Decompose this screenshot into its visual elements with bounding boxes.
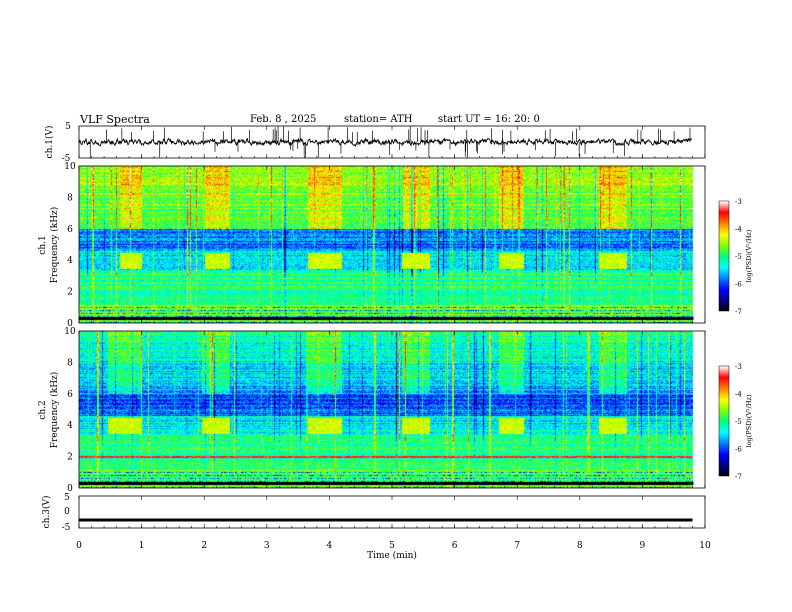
ch1-colorbar-ticks: -3 -4 -5 -6 -7 (735, 198, 742, 316)
colorbar-tick-label: -3 (735, 363, 742, 371)
x-tick-label: 8 (577, 541, 583, 551)
colorbar-tick-label: -3 (735, 198, 742, 206)
colorbar-tick-label: -5 (735, 418, 742, 426)
x-tick-labels: 0 1 2 3 4 5 6 7 8 9 10 (76, 541, 711, 551)
colorbar-tick-label: -6 (735, 281, 742, 289)
x-tick-label: 6 (452, 541, 458, 551)
axis-ticks (78, 126, 706, 528)
ch2-colorbar (719, 366, 729, 476)
spectrogram-ytick-label: 10 (64, 327, 76, 337)
spectrogram-ytick-label: 0 (67, 319, 73, 329)
x-tick-label: 2 (201, 541, 207, 551)
x-tick-label: 5 (389, 541, 395, 551)
ch1-waveform-trace (78, 137, 693, 147)
ch1-colorbar-frame (718, 200, 730, 312)
x-tick-label: 4 (327, 541, 333, 551)
ch2-spectrogram-axis: ch.2 Frequency (kHz) 10 8 6 4 2 0 (38, 327, 76, 494)
spectrogram-ytick-label: 4 (67, 256, 73, 266)
spectrogram-ytick-label: 10 (64, 162, 76, 172)
chart-title: VLF Spectra (80, 113, 150, 126)
ch2-spectrogram-frame (78, 330, 706, 489)
x-tick-label: 9 (640, 541, 646, 551)
spectrogram-ytick-label: 8 (67, 358, 73, 368)
x-tick-label: 1 (139, 541, 145, 551)
ch3-waveform-trace (79, 518, 693, 522)
spectrogram-ytick-label: 2 (67, 453, 73, 463)
x-axis-label: Time (min) (367, 550, 417, 561)
station-label: station= ATH (344, 114, 413, 125)
start-ut-label: start UT = 16: 20: 0 (438, 114, 540, 125)
colorbar-tick-label: -6 (735, 446, 742, 454)
colorbar-tick-label: -4 (735, 391, 742, 399)
ch1-spec-ylabel-line1: ch.1 (38, 235, 48, 254)
spectrogram-ytick-label: 0 (67, 484, 73, 494)
ch2-colorbar-label: log(PSD)(V²/Hz) (745, 394, 753, 447)
ch2-colorbar-frame (718, 365, 730, 477)
x-tick-label: 0 (76, 541, 82, 551)
x-tick-label: 10 (699, 541, 711, 551)
date-label: Feb. 8 , 2025 (250, 114, 317, 125)
ch1-spikes (89, 126, 691, 158)
colorbar-tick-label: -7 (735, 308, 742, 316)
x-tick-label: 3 (264, 541, 270, 551)
colorbar-tick-label: -4 (735, 226, 742, 234)
ch3-waveform-frame (78, 495, 706, 529)
ch3-ytick-mid: 0 (64, 507, 70, 517)
ch1-spectrogram (79, 166, 705, 323)
ch3-ytick-top: 5 (64, 493, 70, 503)
ch1-waveform-axis: 5 -5 ch.1(V) (44, 122, 71, 164)
spectrogram-ytick-label: 8 (67, 193, 73, 203)
ch2-spec-ylabel-line2: Frequency (kHz) (49, 372, 60, 449)
ch1-spectrogram-frame (78, 165, 706, 324)
ch1-ytick-bottom: -5 (62, 154, 71, 164)
spectrogram-ytick-label: 4 (67, 421, 73, 431)
ch1-colorbar-label: log(PSD)(V²/Hz) (745, 229, 753, 282)
colorbar-tick-label: -7 (735, 473, 742, 481)
ch1-ylabel: ch.1(V) (44, 126, 55, 159)
colorbar-tick-label: -5 (735, 253, 742, 261)
ch3-ytick-bottom: -5 (62, 523, 71, 533)
ch1-spectrogram-axis: ch.1 Frequency (kHz) 10 8 6 4 2 0 (38, 162, 76, 329)
spectrogram-ytick-label: 2 (67, 288, 73, 298)
x-tick-label: 7 (514, 541, 520, 551)
ch2-colorbar-ticks: -3 -4 -5 -6 -7 (735, 363, 742, 481)
ch2-spectrogram (79, 331, 705, 488)
ch1-colorbar (719, 201, 729, 311)
ch2-spec-ylabel-line1: ch.2 (38, 400, 48, 419)
ch1-spec-ylabel-line2: Frequency (kHz) (49, 207, 60, 284)
ch1-ytick-top: 5 (65, 122, 71, 132)
ch3-ylabel: ch.3(V) (41, 496, 52, 529)
ch3-waveform-axis: 5 0 -5 ch.3(V) (41, 493, 71, 533)
spectrogram-ytick-label: 6 (67, 225, 73, 235)
spectrogram-ytick-label: 6 (67, 390, 73, 400)
